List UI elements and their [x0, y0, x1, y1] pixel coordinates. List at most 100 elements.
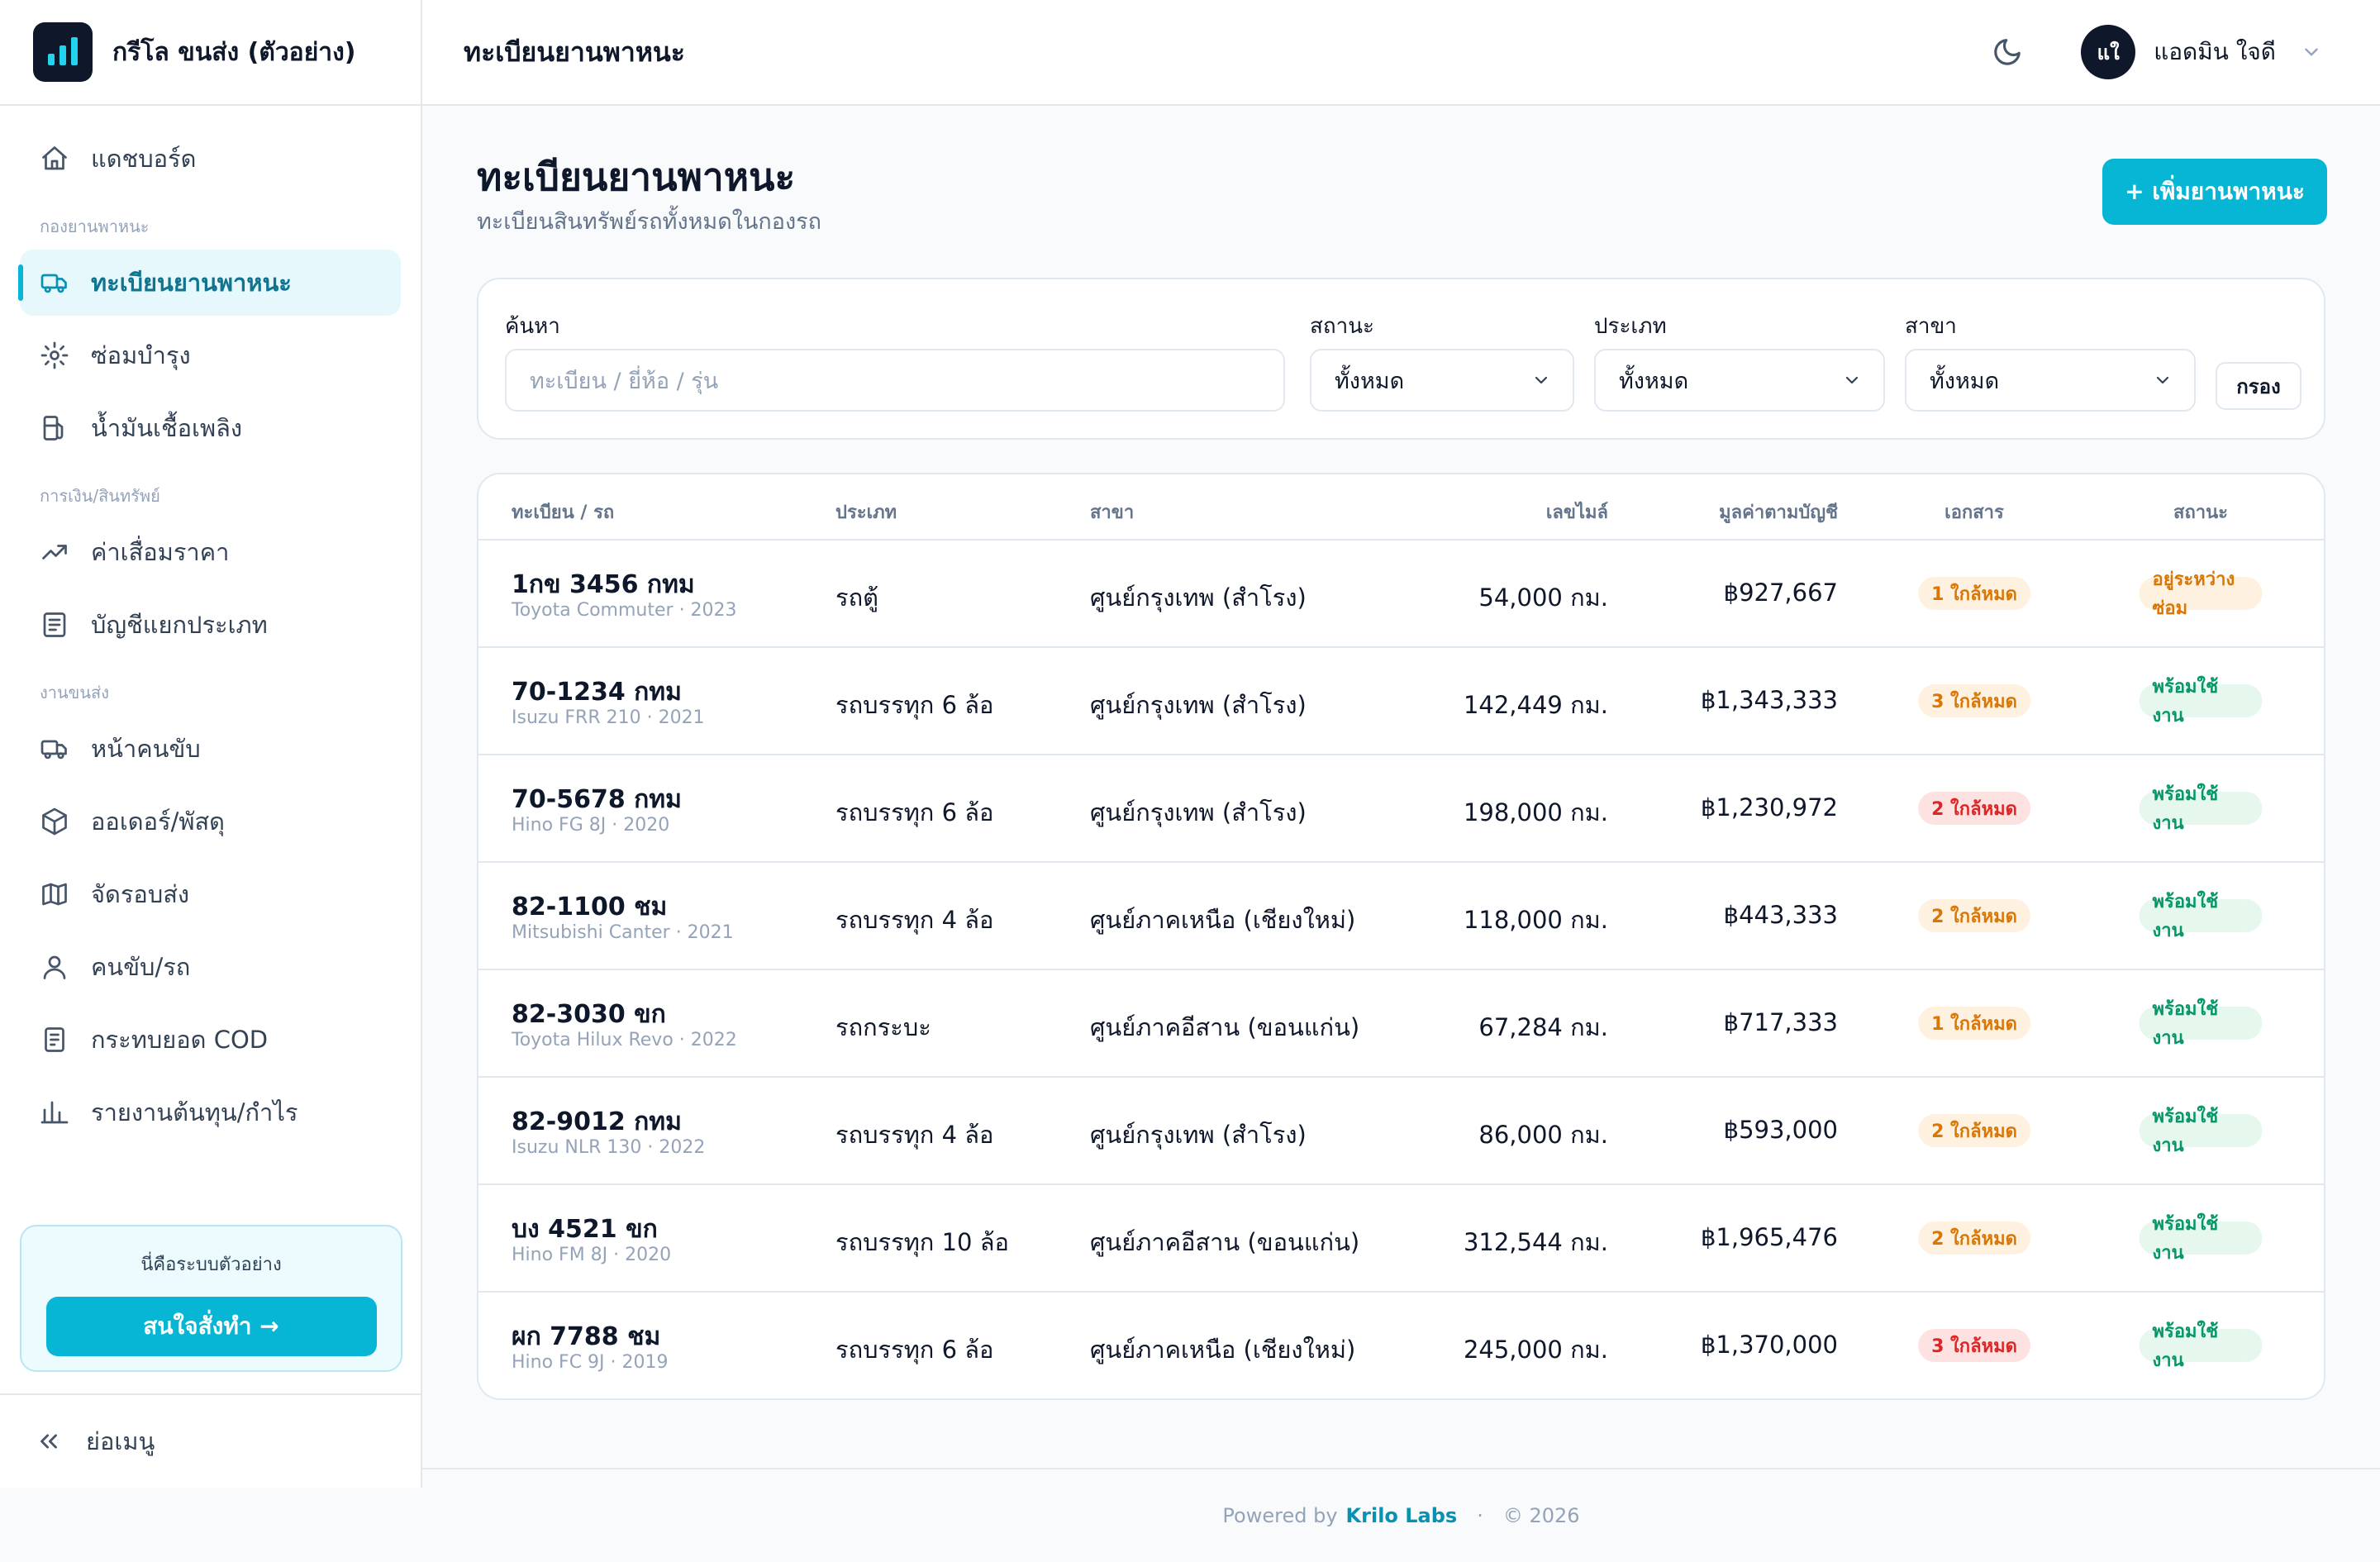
column-header-mileage[interactable]: เลขไมล์ [1545, 502, 1608, 523]
table-row[interactable]: 82-9012 กทม Isuzu NLR 130 · 2022 รถบรรทุก … [478, 1078, 2324, 1185]
topbar: ทะเบียนยานพาหนะ แใ แอดมิน ใจดี [422, 0, 2380, 106]
vehicle-plate: ผก 7788 ชม [512, 1322, 661, 1351]
vehicle-mileage: 54,000 กม. [1478, 583, 1608, 612]
sidebar-item-label: บัญชีแยกประเภท [91, 611, 268, 639]
truck-icon [40, 268, 69, 298]
documents-badge[interactable]: 2 ใกล้หมด [1918, 1114, 2030, 1147]
avatar[interactable]: แใ [2081, 25, 2136, 79]
vehicle-type: รถบรรทุก 6 ล้อ [835, 1336, 994, 1364]
sidebar-item[interactable]: หน้าคนขับ [20, 716, 401, 782]
add-vehicle-button[interactable]: + เพิ่มยานพาหนะ [2102, 159, 2327, 225]
vehicle-plate: 82-3030 ขก [512, 1000, 666, 1029]
promo-button[interactable]: สนใจสั่งทำ → [45, 1297, 377, 1356]
vehicle-mileage: 118,000 กม. [1463, 906, 1608, 934]
sidebar-item-label: หน้าคนขับ [91, 735, 201, 763]
brand-title: กรีโล ขนส่ง (ตัวอย่าง) [112, 37, 356, 67]
table-row[interactable]: 82-3030 ขก Toyota Hilux Revo · 2022 รถกระบ… [478, 970, 2324, 1078]
sidebar-item[interactable]: กระทบยอด COD [20, 1007, 401, 1073]
column-header-branch[interactable]: สาขา [1090, 502, 1135, 523]
branch-select-value: ทั้งหมด [1930, 368, 2000, 394]
vehicle-branch: ศูนย์กรุงเทพ (สำโรง) [1090, 583, 1307, 612]
vehicle-book-value: ฿1,343,333 [1700, 686, 1838, 714]
status-badge: พร้อมใช้งาน [2139, 892, 2263, 941]
column-header-documents[interactable]: เอกสาร [1944, 502, 2004, 523]
chevron-down-icon [1535, 376, 1548, 384]
documents-badge[interactable]: 2 ใกล้หมด [1918, 899, 2030, 932]
filter-button[interactable]: กรอง [2216, 362, 2301, 410]
sidebar-item-label: แดชบอร์ด [91, 145, 197, 173]
sidebar-item[interactable]: น้ำมันเชื้อเพลิง [20, 395, 401, 461]
topbar-title: ทะเบียนยานพาหนะ [464, 36, 685, 68]
branch-select[interactable]: ทั้งหมด [1905, 349, 2196, 412]
table-row[interactable]: 70-1234 กทม Isuzu FRR 210 · 2021 รถบรรทุก … [478, 648, 2324, 755]
table-row[interactable]: 70-5678 กทม Hino FG 8J · 2020 รถบรรทุก 6 ล… [478, 755, 2324, 863]
moon-icon[interactable] [1992, 36, 2023, 68]
vehicle-branch: ศูนย์ภาคเหนือ (เชียงใหม่) [1090, 1336, 1356, 1364]
status-badge: พร้อมใช้งาน [2139, 999, 2263, 1049]
sidebar-item-label: ซ่อมบำรุง [91, 341, 191, 369]
search-input[interactable]: ทะเบียน / ยี่ห้อ / รุ่น [505, 349, 1285, 412]
sidebar-item[interactable]: ทะเบียนยานพาหนะ [18, 250, 401, 316]
sidebar-item[interactable]: รายงานต้นทุน/กำไร [20, 1079, 401, 1145]
vehicle-type: รถตู้ [835, 583, 878, 612]
chevron-down-icon [2156, 376, 2169, 384]
sidebar-item[interactable]: แดชบอร์ด [20, 126, 401, 192]
column-header-type[interactable]: ประเภท [835, 502, 897, 523]
map-icon [40, 879, 69, 909]
status-badge: พร้อมใช้งาน [2139, 677, 2263, 726]
user-name[interactable]: แอดมิน ใจดี [2154, 38, 2276, 65]
sidebar-item-label: ออเดอร์/พัสดุ [91, 807, 225, 836]
vehicle-type: รถบรรทุก 6 ล้อ [835, 798, 994, 826]
vehicle-book-value: ฿443,333 [1723, 901, 1838, 929]
trend-icon [40, 537, 69, 567]
table-row[interactable]: บง 4521 ขก Hino FM 8J · 2020 รถบรรทุก 10 ล… [478, 1185, 2324, 1293]
sidebar-item-label: จัดรอบส่ง [91, 880, 190, 908]
vehicle-book-value: ฿717,333 [1723, 1008, 1838, 1036]
status-select[interactable]: ทั้งหมด [1310, 349, 1574, 412]
table-row[interactable]: 1กข 3456 กทม Toyota Commuter · 2023 รถตู้ ศ… [478, 541, 2324, 648]
status-select-value: ทั้งหมด [1335, 368, 1405, 394]
vehicle-plate: 70-5678 กทม [512, 785, 682, 814]
vehicle-plate: 82-1100 ชม [512, 893, 668, 921]
documents-badge[interactable]: 1 ใกล้หมด [1918, 1007, 2030, 1040]
vehicle-model: Toyota Commuter · 2023 [512, 600, 737, 621]
type-select[interactable]: ทั้งหมด [1594, 349, 1885, 412]
sidebar-item[interactable]: ออเดอร์/พัสดุ [20, 788, 401, 855]
column-header-plate[interactable]: ทะเบียน / รถ [512, 502, 615, 523]
sidebar-item[interactable]: บัญชีแยกประเภท [20, 592, 401, 658]
vehicle-mileage: 86,000 กม. [1478, 1121, 1608, 1149]
sidebar-item[interactable]: จัดรอบส่ง [20, 861, 401, 927]
promo-box: นี่คือระบบตัวอย่าง สนใจสั่งทำ → [20, 1225, 402, 1372]
footer-copyright: © 2026 [1502, 1504, 1580, 1527]
documents-badge[interactable]: 1 ใกล้หมด [1918, 577, 2030, 610]
table-row[interactable]: 82-1100 ชม Mitsubishi Canter · 2021 รถบรรท… [478, 863, 2324, 970]
vehicle-book-value: ฿1,965,476 [1700, 1223, 1838, 1251]
bar-chart-icon [40, 1098, 69, 1127]
column-header-book-value[interactable]: มูลค่าตามบัญชี [1719, 502, 1838, 523]
sidebar-item[interactable]: ค่าเสื่อมราคา [20, 519, 401, 585]
column-header-status[interactable]: สถานะ [2173, 502, 2228, 523]
documents-badge[interactable]: 2 ใกล้หมด [1918, 792, 2030, 825]
documents-badge[interactable]: 3 ใกล้หมด [1918, 684, 2030, 717]
vehicle-mileage: 245,000 กม. [1463, 1336, 1608, 1364]
sidebar-item[interactable]: ซ่อมบำรุง [20, 322, 401, 388]
fuel-icon [40, 413, 69, 443]
vehicle-type: รถกระบะ [835, 1013, 931, 1041]
status-badge: พร้อมใช้งาน [2139, 1322, 2263, 1371]
search-label: ค้นหา [505, 314, 560, 339]
double-chevron-left-icon [40, 1434, 57, 1449]
documents-badge[interactable]: 2 ใกล้หมด [1918, 1222, 2030, 1255]
user-icon [40, 952, 69, 982]
footer-brand-link[interactable]: Krilo Labs [1345, 1504, 1458, 1527]
nav-section-label: งานขนส่ง [40, 683, 109, 702]
vehicle-branch: ศูนย์กรุงเทพ (สำโรง) [1090, 691, 1307, 719]
documents-badge[interactable]: 3 ใกล้หมด [1918, 1329, 2030, 1362]
vehicle-model: Hino FC 9J · 2019 [512, 1352, 669, 1373]
collapse-menu-button[interactable]: ย่อเมนู [0, 1393, 422, 1488]
sidebar-item[interactable]: คนขับ/รถ [20, 934, 401, 1000]
status-badge: อยู่ระหว่างซ่อม [2139, 569, 2263, 619]
vehicle-branch: ศูนย์ภาคอีสาน (ขอนแก่น) [1090, 1013, 1360, 1041]
status-badge: พร้อมใช้งาน [2139, 1107, 2263, 1156]
chevron-down-icon[interactable] [2301, 41, 2322, 63]
table-row[interactable]: ผก 7788 ชม Hino FC 9J · 2019 รถบรรทุก 6 ล้… [478, 1293, 2324, 1398]
